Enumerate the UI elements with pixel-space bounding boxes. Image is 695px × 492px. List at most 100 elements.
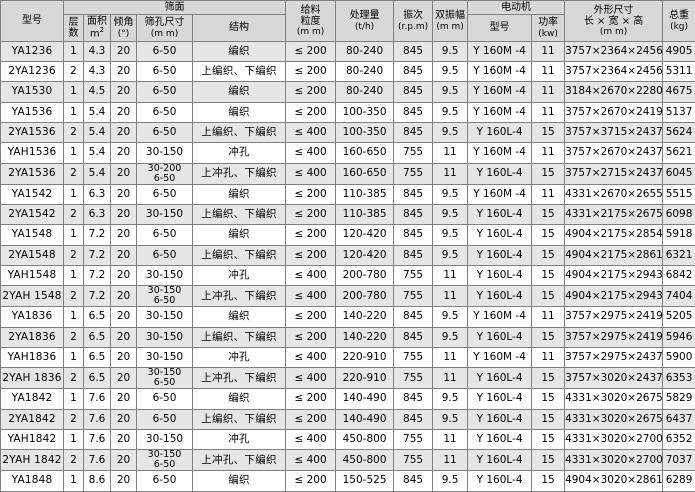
header-frequency: 振次 (r.p.m)	[394, 1, 433, 42]
header-aperture: 筛孔尺寸 (m m)	[137, 15, 193, 42]
cell-dimensions: 3757×2364×2456	[565, 41, 663, 61]
cell-motor-model: Y 160L-4	[468, 471, 532, 491]
cell-dimensions: 3757×2975×2419	[565, 307, 663, 327]
cell-frequency: 845	[394, 389, 433, 409]
cell-frequency: 755	[394, 286, 433, 307]
header-angle-unit: (°)	[111, 29, 136, 39]
header-frequency-l1: 振次	[394, 10, 432, 21]
cell-feed: ≤ 200	[286, 327, 336, 347]
cell-feed: ≤ 200	[286, 184, 336, 204]
cell-layers: 2	[64, 368, 84, 389]
cell-motor-power: 15	[532, 368, 565, 389]
cell-motor-power: 15	[532, 286, 565, 307]
cell-area: 5.4	[84, 143, 111, 163]
cell-model: YA1836	[1, 307, 64, 327]
cell-feed: ≤ 400	[286, 143, 336, 163]
cell-dimensions: 3184×2670×2280	[565, 82, 663, 102]
header-feed-size-l2: 粒度	[286, 16, 335, 27]
cell-angle: 20	[111, 123, 137, 143]
cell-feed: ≤ 200	[286, 41, 336, 61]
cell-motor-model: Y 160M -4	[468, 82, 532, 102]
cell-feed: ≤ 400	[286, 430, 336, 450]
cell-weight: 5900	[663, 348, 695, 368]
cell-struct: 编织	[193, 471, 286, 491]
table-header: 型号 筛面 给料 粒度 (m m) 处理量 (t/h) 振次 (r.p.m) 双…	[1, 1, 695, 42]
cell-layers: 1	[64, 389, 84, 409]
cell-dimensions: 4331×3020×2700	[565, 430, 663, 450]
cell-amplitude: 11	[433, 286, 468, 307]
cell-amplitude: 9.5	[433, 245, 468, 265]
header-frequency-unit: (r.p.m)	[394, 22, 432, 32]
header-area-unit: m2	[84, 27, 110, 40]
cell-aperture: 30-150	[137, 348, 193, 368]
cell-motor-model: Y 160M -4	[468, 143, 532, 163]
cell-weight: 4905	[663, 41, 695, 61]
cell-motor-model: Y 160L-4	[468, 225, 532, 245]
cell-aperture: 6-50	[137, 123, 193, 143]
header-amplitude: 双振幅 (m m)	[433, 1, 468, 42]
cell-angle: 20	[111, 265, 137, 285]
cell-layers: 2	[64, 62, 84, 82]
cell-struct: 上编织、下编织	[193, 123, 286, 143]
cell-capacity: 200-780	[336, 265, 394, 285]
cell-capacity: 140-490	[336, 389, 394, 409]
cell-angle: 20	[111, 102, 137, 122]
cell-motor-model: Y 160L-4	[468, 368, 532, 389]
header-area-unit-exp: 2	[100, 26, 104, 34]
cell-aperture: 30-150	[137, 430, 193, 450]
cell-motor-model: Y 160L-4	[468, 123, 532, 143]
cell-frequency: 755	[394, 348, 433, 368]
cell-motor-model: Y 160L-4	[468, 245, 532, 265]
cell-motor-model: Y 160L-4	[468, 409, 532, 429]
cell-angle: 20	[111, 225, 137, 245]
cell-weight: 4675	[663, 82, 695, 102]
cell-angle: 20	[111, 307, 137, 327]
cell-weight: 6842	[663, 265, 695, 285]
cell-dimensions: 3757×3020×2437	[565, 368, 663, 389]
cell-amplitude: 9.5	[433, 389, 468, 409]
cell-area: 6.5	[84, 307, 111, 327]
cell-aperture: 6-50	[137, 245, 193, 265]
header-motor-power-l1: 功率	[532, 17, 564, 28]
cell-amplitude: 9.5	[433, 62, 468, 82]
cell-angle: 20	[111, 389, 137, 409]
cell-weight: 5946	[663, 327, 695, 347]
cell-motor-power: 15	[532, 205, 565, 225]
cell-aperture: 30-150	[137, 327, 193, 347]
cell-angle: 20	[111, 327, 137, 347]
cell-motor-model: Y 160L-4	[468, 450, 532, 471]
cell-feed: ≤ 200	[286, 307, 336, 327]
cell-capacity: 100-350	[336, 123, 394, 143]
cell-aperture-line: 6-50	[137, 378, 192, 388]
cell-struct: 上冲孔、下编织	[193, 368, 286, 389]
cell-motor-power: 15	[532, 471, 565, 491]
cell-struct: 上冲孔、下编织	[193, 450, 286, 471]
cell-area: 7.2	[84, 225, 111, 245]
cell-capacity: 140-220	[336, 327, 394, 347]
cell-model: 2YA1236	[1, 62, 64, 82]
header-group-screen: 筛面	[64, 1, 286, 15]
cell-aperture: 6-50	[137, 409, 193, 429]
cell-dimensions: 4331×3020×2675	[565, 389, 663, 409]
cell-amplitude: 9.5	[433, 184, 468, 204]
cell-dimensions: 3757×2975×2419	[565, 327, 663, 347]
cell-feed: ≤ 200	[286, 409, 336, 429]
cell-capacity: 450-800	[336, 450, 394, 471]
cell-angle: 20	[111, 143, 137, 163]
cell-area: 7.6	[84, 450, 111, 471]
cell-weight: 6352	[663, 430, 695, 450]
cell-angle: 20	[111, 163, 137, 184]
cell-amplitude: 9.5	[433, 307, 468, 327]
cell-motor-power: 11	[532, 41, 565, 61]
cell-motor-model: Y 160M -4	[468, 348, 532, 368]
cell-motor-power: 15	[532, 265, 565, 285]
